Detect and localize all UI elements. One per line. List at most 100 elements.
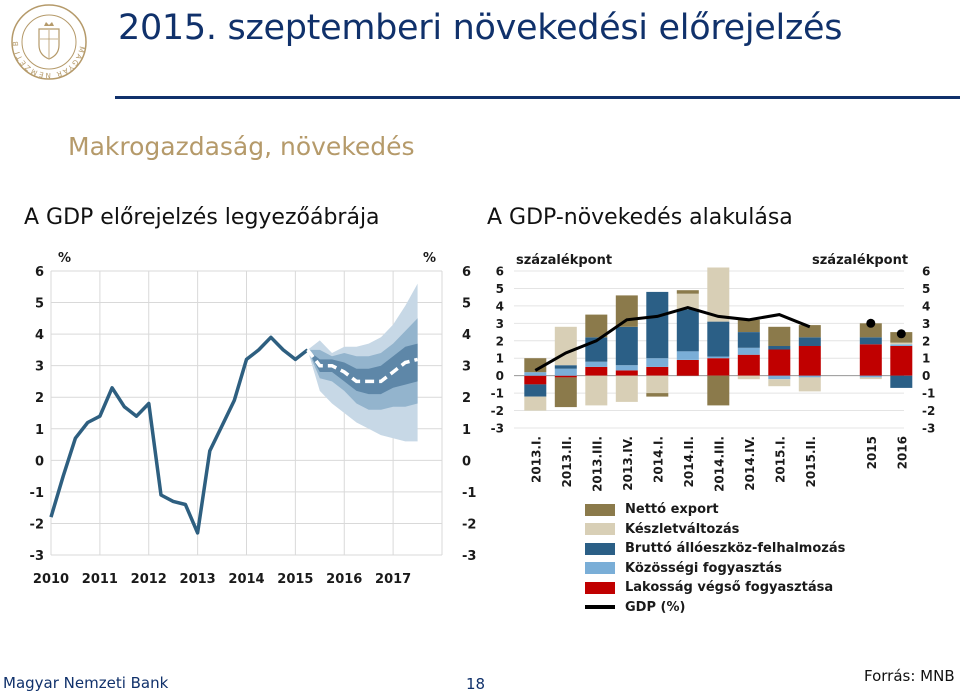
bar-inventory [798,377,821,392]
y-tick-right: 2 [462,391,471,406]
mnb-seal-logo: MAGYAR NEMZETI BANK [7,0,88,81]
legend-swatch-household [585,581,615,594]
y-tick-right: 2 [922,334,930,348]
bar-inventory [585,375,608,406]
chart2-title: A GDP-növekedés alakulása [487,205,793,230]
bar-household [676,360,699,376]
bar-household [798,346,821,376]
legend-item-household: Lakosság végső fogyasztása [585,578,845,598]
legend-label-export: Nettó export [625,502,719,518]
bar-export [615,295,638,327]
y-tick-left: 5 [35,297,44,312]
y-tick-left: 5 [496,282,504,296]
y-unit-left: százalékpont [516,253,612,268]
bar-inventory [707,267,730,322]
bar-investment [859,337,882,345]
y-tick-left: -1 [491,387,504,401]
bar-inventory [859,377,882,380]
legend-item-government: Közösségi fogyasztás [585,559,845,579]
bar-government [646,358,669,367]
bar-inventory [737,375,760,380]
legend-label-household: Lakosság végső fogyasztása [625,580,834,596]
page-number: 18 [466,675,486,693]
fan-band-inner [307,343,418,395]
x-tick-label: 2015.I. [773,436,787,483]
y-tick-right: 5 [922,282,930,296]
legend-item-gdp: GDP (%) [585,598,845,618]
bar-investment [768,346,791,350]
bar-household [615,370,638,376]
bar-inventory [524,396,547,411]
bar-government [798,375,821,378]
bar-inventory [890,342,913,345]
x-tick-label: 2013.III. [590,436,604,492]
y-tick-left: 6 [496,265,504,279]
y-tick-left: -2 [30,517,44,532]
bar-investment [646,291,669,359]
x-tick-label: 2014 [228,572,264,587]
bar-inventory [768,379,791,387]
legend-swatch-government [585,562,615,575]
y-tick-left: 3 [35,360,44,375]
y-tick-left: -1 [30,486,44,501]
y-tick-right: -2 [922,404,935,418]
x-tick-label: 2016 [326,572,362,587]
y-tick-left: 6 [35,265,44,280]
bar-government [524,372,547,376]
bar-household [737,354,760,376]
y-tick-right: 6 [922,265,930,279]
y-tick-left: 2 [496,334,504,348]
bar-investment [676,309,699,352]
bar-investment [524,384,547,397]
y-tick-right: 1 [462,423,471,438]
gdp-decomposition-chart-svg: 2013.I. 2013.II. 2013.III. 2013.IV. 2014.I. 2… [491,253,936,492]
gdp-decomposition-chart: 2013.I. 2013.II. 2013.III. 2013.IV. 2014.I. 2… [484,244,944,498]
legend-label-government: Közösségi fogyasztás [625,560,783,576]
x-tick-label: 2013 [180,572,216,587]
y-tick-right: 4 [922,299,930,313]
y-tick-left: -3 [30,549,44,564]
bar-government [585,361,608,367]
bar-export [737,319,760,332]
legend-label-gdp: GDP (%) [625,599,686,615]
y-tick-right: 3 [922,317,930,331]
x-tick-label: 2014.IV. [743,436,757,491]
y-tick-right: 4 [462,328,471,343]
x-tick-label: 2014.I. [651,436,665,483]
x-tick-label: 2013.II. [560,436,574,487]
bar-government [615,365,638,371]
y-tick-right: 6 [462,265,471,280]
y-tick-left: -2 [491,404,504,418]
mnb-seal-icon: MAGYAR NEMZETI BANK [7,0,87,80]
bar-inventory [676,293,699,310]
gdp-line [534,306,811,372]
bar-household [524,375,547,385]
y-tick-right: 0 [922,369,930,383]
bar-export [585,314,608,338]
y-tick-left: 1 [35,423,44,438]
y-unit-right: százalékpont [812,253,908,268]
gdp-history-line [49,335,309,535]
bar-investment [798,337,821,346]
bar-export [798,325,821,338]
page-subtitle: Makrogazdaság, növekedés [68,132,415,161]
x-tick-label: 2015 [865,436,879,469]
y-tick-right: -3 [462,549,476,564]
legend-item-inventory: Készletváltozás [585,520,845,540]
gdp-fan-chart: -3 -3 -2 -2 -1 -1 0 0 1 1 2 2 3 3 4 4 5 5 6 6%% 2010 2011 2012… [18,244,478,596]
bar-household [890,346,913,376]
x-tick-label: 2013.I. [529,436,543,483]
bar-government [737,347,760,355]
bar-investment [554,365,577,369]
x-tick-label: 2016 [895,436,909,469]
y-tick-right: 5 [462,297,471,312]
bar-export [646,393,669,397]
page-title: 2015. szeptemberi növekedési előrejelzés [118,8,843,48]
legend-item-investment: Bruttó állóeszköz-felhalmozás [585,539,845,559]
legend-item-export: Nettó export [585,500,845,520]
bar-government [707,356,730,359]
chart2-legend: Nettó export Készletváltozás Bruttó álló… [585,500,845,617]
gdp-annual-marker [866,318,876,328]
y-tick-right: -3 [922,422,935,436]
bar-investment [615,326,638,366]
